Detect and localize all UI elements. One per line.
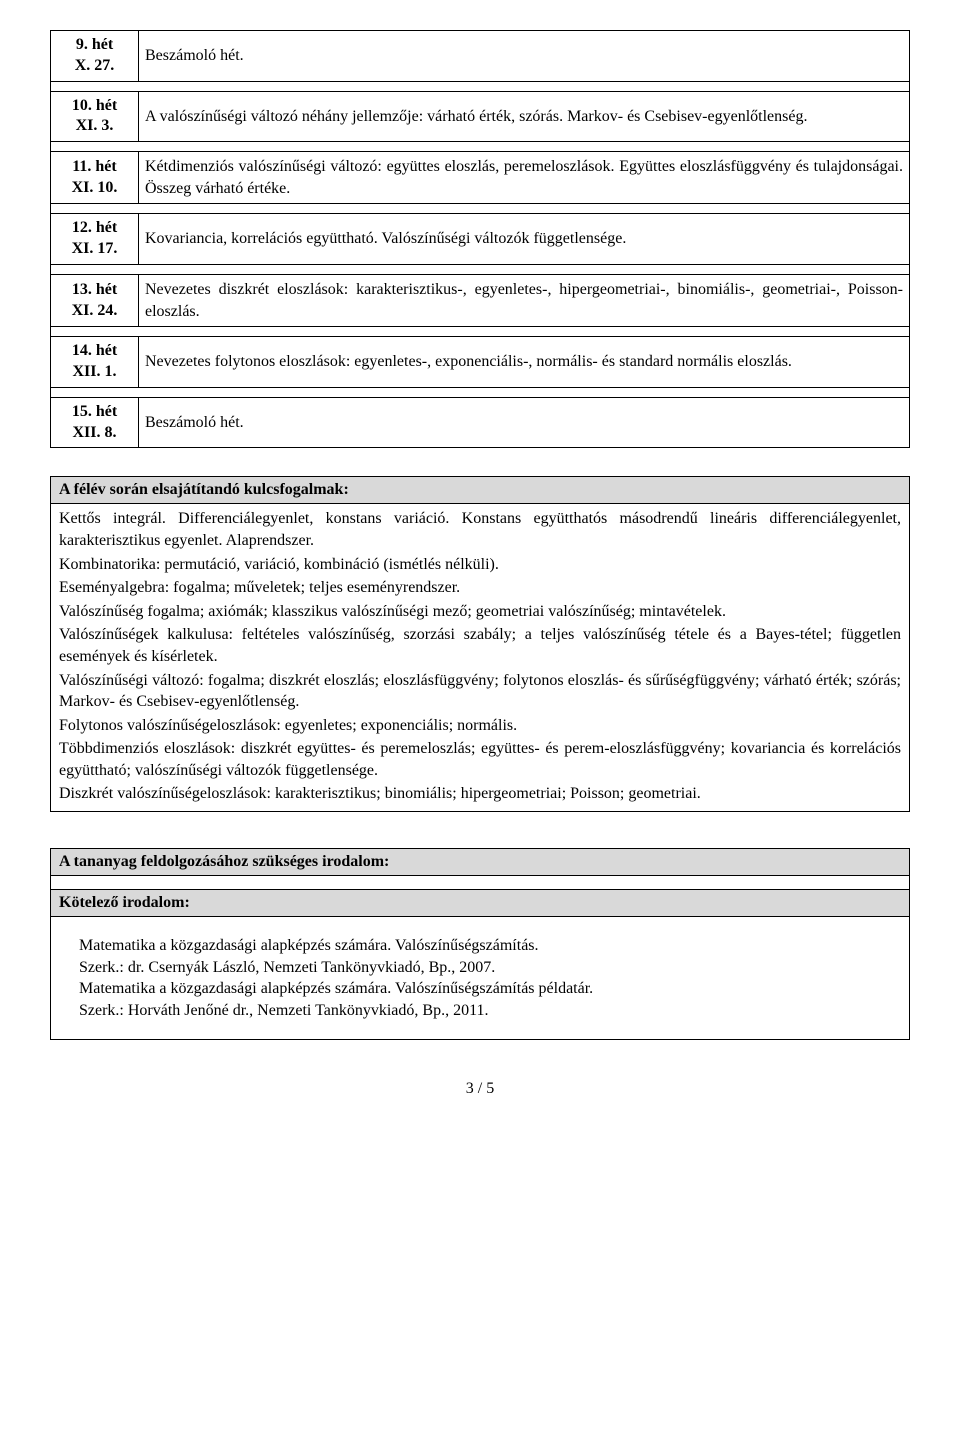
schedule-spacer-row	[51, 81, 910, 91]
week-date: XI. 17.	[72, 240, 118, 257]
schedule-topic-cell: Nevezetes folytonos eloszlások: egyenlet…	[139, 337, 910, 388]
week-date: XI. 24.	[72, 302, 118, 319]
schedule-week-cell: 10. hét XI. 3.	[51, 91, 139, 142]
key-concepts-paragraph: Valószínűségek kalkulusa: feltételes val…	[59, 624, 901, 667]
schedule-row: 10. hét XI. 3. A valószínűségi változó néh…	[51, 91, 910, 142]
literature-gap	[51, 876, 910, 890]
schedule-row: 13. hét XI. 24. Nevezetes diszkrét eloszlá…	[51, 274, 910, 326]
page-number: 3 / 5	[50, 1080, 910, 1098]
schedule-week-cell: 11. hét XI. 10.	[51, 152, 139, 204]
schedule-row: 11. hét XI. 10. Kétdimenziós valószínűségi…	[51, 152, 910, 204]
week-number: 10. hét	[72, 97, 117, 114]
literature-required-header: Kötelező irodalom:	[51, 890, 910, 917]
schedule-week-cell: 14. hét XII. 1.	[51, 337, 139, 388]
key-concepts-paragraph: Kombinatorika: permutáció, variáció, kom…	[59, 554, 901, 576]
literature-section: A tananyag feldolgozásához szükséges iro…	[50, 848, 910, 1040]
schedule-topic-cell: Kétdimenziós valószínűségi változó: együ…	[139, 152, 910, 204]
literature-body: Matematika a közgazdasági alapképzés szá…	[51, 917, 910, 1040]
literature-line: Szerk.: dr. Csernyák László, Nemzeti Tan…	[79, 957, 901, 979]
schedule-topic-cell: Beszámoló hét.	[139, 397, 910, 448]
schedule-spacer-row	[51, 327, 910, 337]
key-concepts-paragraph: Kettős integrál. Differenciálegyenlet, k…	[59, 508, 901, 551]
schedule-week-cell: 13. hét XI. 24.	[51, 274, 139, 326]
key-concepts-paragraph: Többdimenziós eloszlások: diszkrét együt…	[59, 738, 901, 781]
schedule-topic-cell: A valószínűségi változó néhány jellemzőj…	[139, 91, 910, 142]
week-number: 15. hét	[72, 403, 117, 420]
schedule-week-cell: 12. hét XI. 17.	[51, 214, 139, 265]
schedule-week-cell: 9. hét X. 27.	[51, 31, 139, 82]
key-concepts-paragraph: Diszkrét valószínűségeloszlások: karakte…	[59, 783, 901, 805]
week-number: 14. hét	[72, 342, 117, 359]
literature-line: Szerk.: Horváth Jenőné dr., Nemzeti Tank…	[79, 1000, 901, 1022]
week-number: 12. hét	[72, 219, 117, 236]
schedule-topic-cell: Beszámoló hét.	[139, 31, 910, 82]
week-date: XI. 10.	[72, 179, 118, 196]
schedule-row: 12. hét XI. 17. Kovariancia, korrelációs e…	[51, 214, 910, 265]
week-date: X. 27.	[75, 57, 115, 74]
literature-main-header: A tananyag feldolgozásához szükséges iro…	[51, 849, 910, 876]
schedule-row: 14. hét XII. 1. Nevezetes folytonos eloszl…	[51, 337, 910, 388]
schedule-spacer-row	[51, 204, 910, 214]
schedule-table: 9. hét X. 27. Beszámoló hét. 10. hét XI. 3. A…	[50, 30, 910, 448]
key-concepts-paragraph: Valószínűség fogalma; axiómák; klassziku…	[59, 601, 901, 623]
schedule-topic-cell: Kovariancia, korrelációs együttható. Val…	[139, 214, 910, 265]
schedule-row: 9. hét X. 27. Beszámoló hét.	[51, 31, 910, 82]
week-date: XII. 1.	[72, 363, 116, 380]
literature-line: Matematika a közgazdasági alapképzés szá…	[79, 978, 901, 1000]
week-number: 9. hét	[76, 36, 113, 53]
key-concepts-paragraph: Folytonos valószínűségeloszlások: egyenl…	[59, 715, 901, 737]
week-date: XI. 3.	[76, 117, 114, 134]
key-concepts-paragraph: Valószínűségi változó: fogalma; diszkrét…	[59, 670, 901, 713]
schedule-topic-cell: Nevezetes diszkrét eloszlások: karakteri…	[139, 274, 910, 326]
key-concepts-header: A félév során elsajátítandó kulcsfogalma…	[51, 477, 910, 504]
week-number: 13. hét	[72, 281, 117, 298]
literature-line: Matematika a közgazdasági alapképzés szá…	[79, 935, 901, 957]
week-number: 11. hét	[72, 158, 116, 175]
schedule-spacer-row	[51, 264, 910, 274]
schedule-row: 15. hét XII. 8. Beszámoló hét.	[51, 397, 910, 448]
schedule-spacer-row	[51, 142, 910, 152]
week-date: XII. 8.	[72, 424, 116, 441]
schedule-spacer-row	[51, 387, 910, 397]
key-concepts-paragraph: Eseményalgebra: fogalma; műveletek; telj…	[59, 577, 901, 599]
schedule-week-cell: 15. hét XII. 8.	[51, 397, 139, 448]
key-concepts-body: Kettős integrál. Differenciálegyenlet, k…	[51, 504, 910, 812]
key-concepts-section: A félév során elsajátítandó kulcsfogalma…	[50, 476, 910, 812]
